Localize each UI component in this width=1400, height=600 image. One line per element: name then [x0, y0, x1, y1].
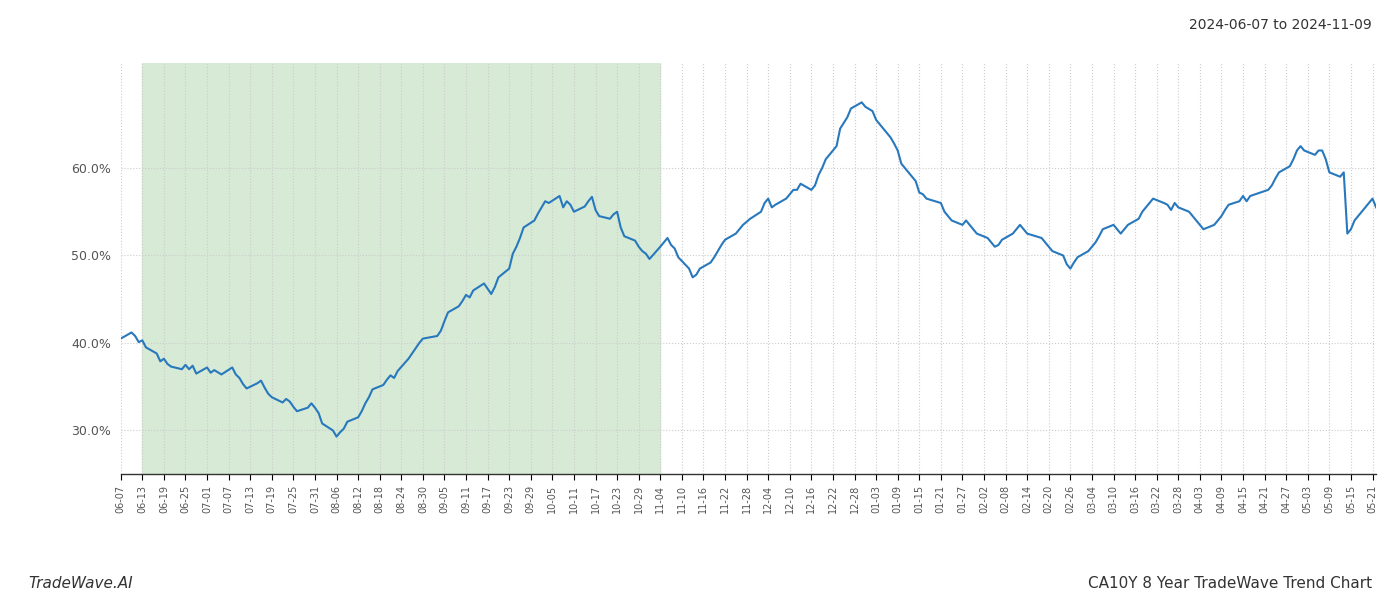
Bar: [143, 63, 661, 474]
Text: CA10Y 8 Year TradeWave Trend Chart: CA10Y 8 Year TradeWave Trend Chart: [1088, 576, 1372, 591]
Text: 2024-06-07 to 2024-11-09: 2024-06-07 to 2024-11-09: [1189, 18, 1372, 32]
Text: TradeWave.AI: TradeWave.AI: [28, 576, 133, 591]
